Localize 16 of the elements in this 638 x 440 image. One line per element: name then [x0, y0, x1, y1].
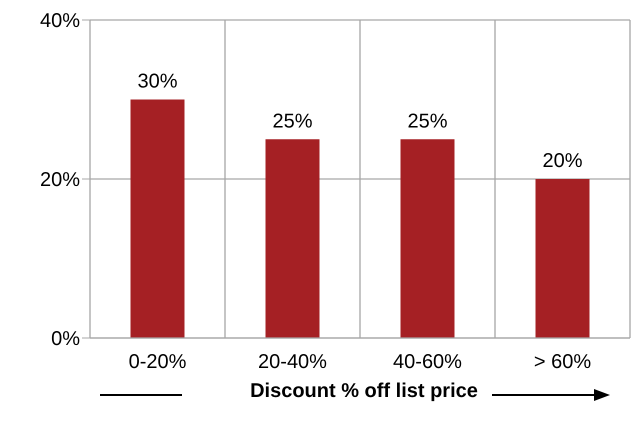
x-tick-label: 0-20% [128, 351, 187, 374]
y-tick-label: 20% [40, 169, 80, 192]
data-label: 25% [272, 110, 313, 132]
y-tick-label: 40% [40, 10, 80, 32]
data-label: 30% [137, 70, 178, 92]
y-tick-label: 0% [51, 328, 80, 350]
x-tick-label: 20-40% [258, 351, 328, 374]
bar [266, 139, 320, 338]
x-axis-title: Discount % off list price [249, 380, 479, 403]
data-label: 25% [407, 110, 448, 132]
bar [536, 179, 590, 338]
data-label: 20% [542, 150, 583, 172]
x-tick-label: 40-60% [393, 351, 462, 374]
x-tick-label: > 60% [534, 351, 592, 374]
bar [400, 139, 454, 338]
bar [130, 100, 184, 338]
